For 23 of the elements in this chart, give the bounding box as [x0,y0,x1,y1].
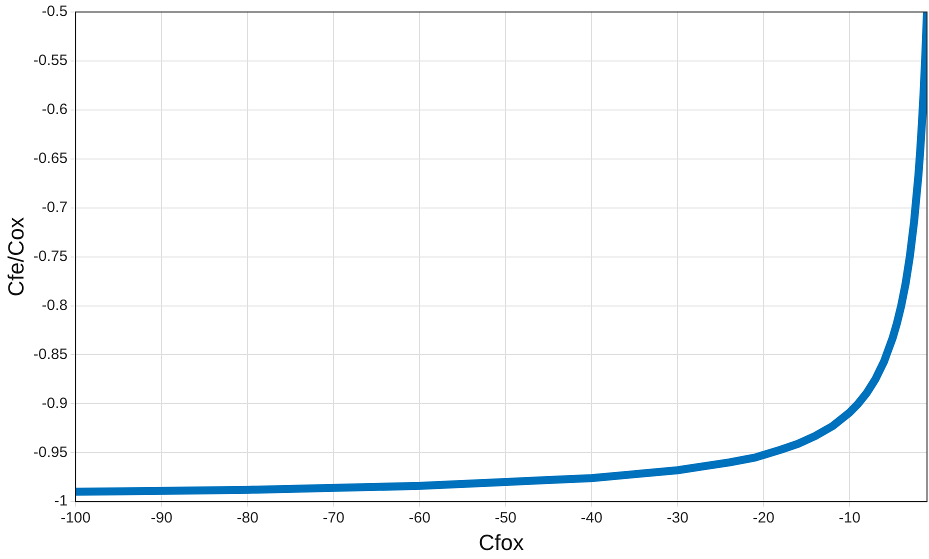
y-tick-label: -0.85 [33,346,68,363]
y-tick-label: -0.95 [33,444,68,461]
y-tick-label: -0.65 [33,150,68,168]
x-tick-label: -100 [60,510,91,527]
x-tick-label: -80 [236,510,258,527]
y-axis-title: Cfe/Cox [3,217,28,297]
x-tick-label: -60 [408,510,430,527]
x-tick-label: -30 [666,510,688,527]
x-tick-label: -40 [580,510,602,527]
y-tick-label: -0.9 [42,394,68,412]
y-tick-label: -0.7 [42,198,68,216]
x-axis-title: Cfox [478,530,524,555]
x-tick-label: -90 [150,510,172,527]
x-tick-label: -10 [838,510,860,527]
y-tick-label: -0.6 [42,101,68,118]
y-tick-label: -0.8 [42,296,68,314]
y-tick-label: -1 [54,492,68,510]
y-tick-label: -0.55 [33,52,68,70]
y-tick-label: -0.75 [33,248,68,265]
x-tick-label: -70 [322,510,344,527]
x-tick-label: -50 [494,510,516,527]
y-tick-label: -0.5 [42,3,68,20]
x-tick-label: -20 [752,510,774,527]
